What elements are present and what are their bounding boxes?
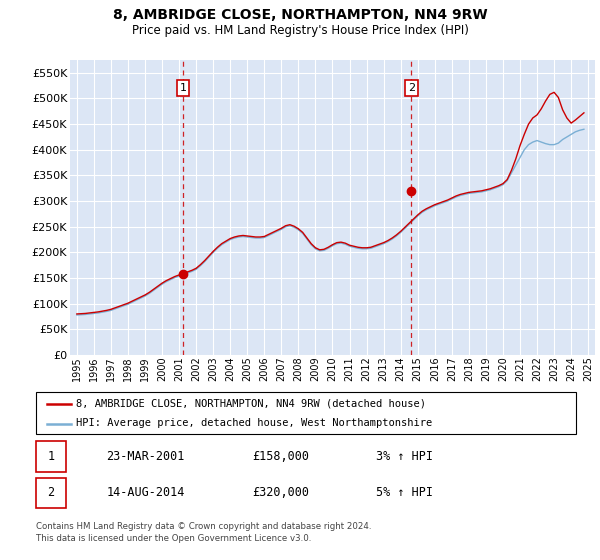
Text: 8, AMBRIDGE CLOSE, NORTHAMPTON, NN4 9RW (detached house): 8, AMBRIDGE CLOSE, NORTHAMPTON, NN4 9RW … xyxy=(77,399,427,409)
Text: £158,000: £158,000 xyxy=(252,450,309,463)
FancyBboxPatch shape xyxy=(36,478,66,508)
Text: 1: 1 xyxy=(47,450,55,463)
Text: 5% ↑ HPI: 5% ↑ HPI xyxy=(376,486,433,500)
Text: Contains HM Land Registry data © Crown copyright and database right 2024.
This d: Contains HM Land Registry data © Crown c… xyxy=(36,522,371,543)
Text: Price paid vs. HM Land Registry's House Price Index (HPI): Price paid vs. HM Land Registry's House … xyxy=(131,24,469,36)
Text: HPI: Average price, detached house, West Northamptonshire: HPI: Average price, detached house, West… xyxy=(77,418,433,428)
Text: 3% ↑ HPI: 3% ↑ HPI xyxy=(376,450,433,463)
Text: £320,000: £320,000 xyxy=(252,486,309,500)
Text: 2: 2 xyxy=(47,486,55,500)
Text: 2: 2 xyxy=(407,83,415,93)
FancyBboxPatch shape xyxy=(36,441,66,472)
Text: 1: 1 xyxy=(179,83,187,93)
Text: 8, AMBRIDGE CLOSE, NORTHAMPTON, NN4 9RW: 8, AMBRIDGE CLOSE, NORTHAMPTON, NN4 9RW xyxy=(113,8,487,22)
Text: 23-MAR-2001: 23-MAR-2001 xyxy=(106,450,185,463)
Text: 14-AUG-2014: 14-AUG-2014 xyxy=(106,486,185,500)
